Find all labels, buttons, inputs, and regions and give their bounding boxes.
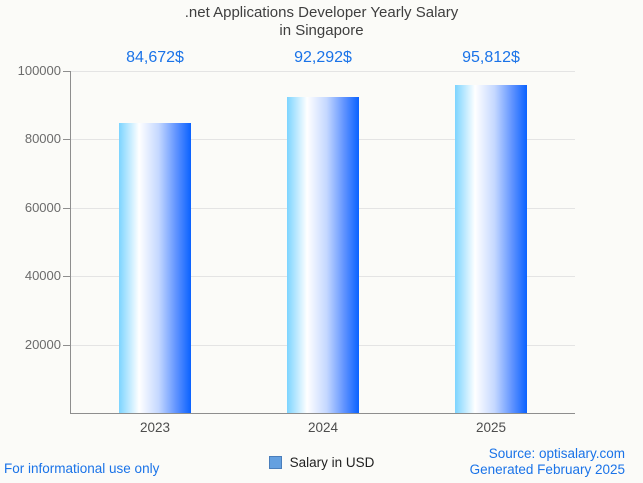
y-axis-label-100000: 100000: [17, 63, 61, 78]
y-axis-label-40000: 40000: [24, 268, 61, 284]
x-axis-label-2023: 2023: [139, 420, 171, 435]
chart-title-line1: .net Applications Developer Yearly Salar…: [184, 4, 459, 21]
y-axis-label-80000: 80000: [24, 131, 61, 147]
x-axis-label-2025: 2025: [475, 420, 507, 435]
y-axis-tick-60000: [63, 207, 70, 209]
chart-title: .net Applications Developer Yearly Salar…: [0, 4, 643, 40]
value-label-2025: 95,812$: [462, 49, 520, 66]
y-axis-label-20000: 20000: [24, 336, 61, 352]
salary-bar-2024[interactable]: [287, 97, 359, 413]
source-attribution: Source: optisalary.com Generated Februar…: [470, 446, 625, 478]
y-axis-tick-100000: [63, 71, 70, 72]
disclaimer-text: For informational use only: [4, 461, 160, 476]
legend-label: Salary in USD: [289, 455, 375, 470]
gridline-100000: [71, 71, 575, 72]
chart-title-line2: in Singapore: [279, 22, 364, 39]
value-label-2024: 92,292$: [294, 49, 352, 66]
y-axis-tick-20000: [63, 344, 70, 346]
y-axis-label-60000: 60000: [24, 199, 61, 215]
legend-marker-icon: [268, 456, 282, 469]
chart-plot-area: 20000 40000 60000 80000 100000 84,672$ 2023 92,…: [18, 49, 575, 435]
source-text: Source: optisalary.com: [488, 446, 625, 461]
generated-date-text: Generated February 2025: [469, 462, 625, 477]
salary-bar-2025[interactable]: [455, 85, 527, 413]
y-axis-tick-40000: [63, 276, 70, 278]
y-axis-tick-80000: [63, 139, 70, 141]
value-label-2023: 84,672$: [126, 49, 184, 66]
salary-bar-2023[interactable]: [119, 123, 191, 413]
x-axis-label-2024: 2024: [307, 420, 339, 435]
